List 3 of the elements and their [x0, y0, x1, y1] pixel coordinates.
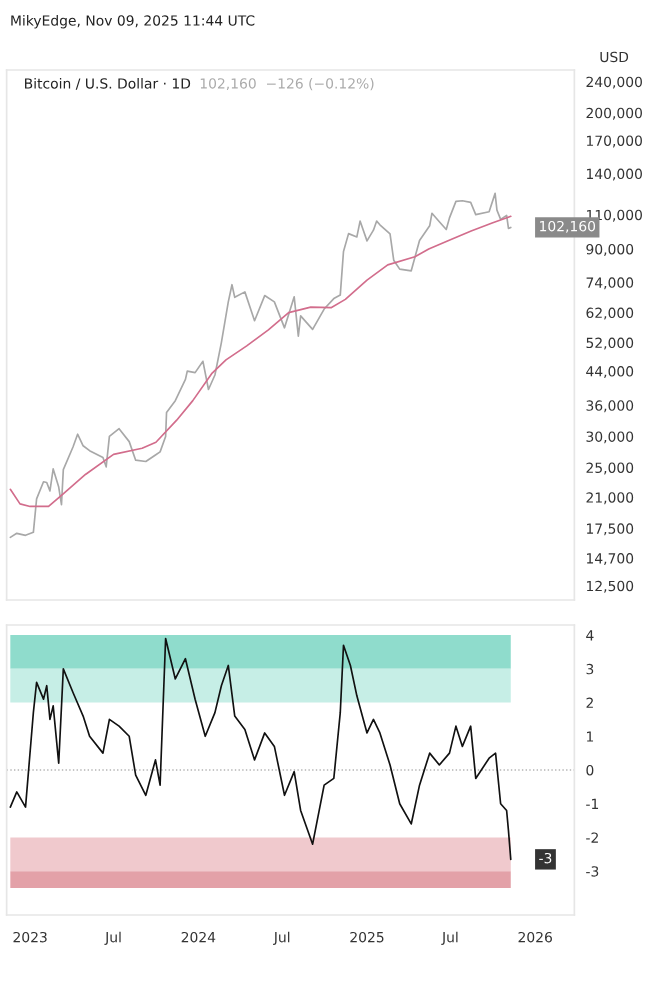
- line-series: [9, 215, 512, 508]
- line-series: [9, 192, 512, 539]
- line-series: [9, 637, 512, 861]
